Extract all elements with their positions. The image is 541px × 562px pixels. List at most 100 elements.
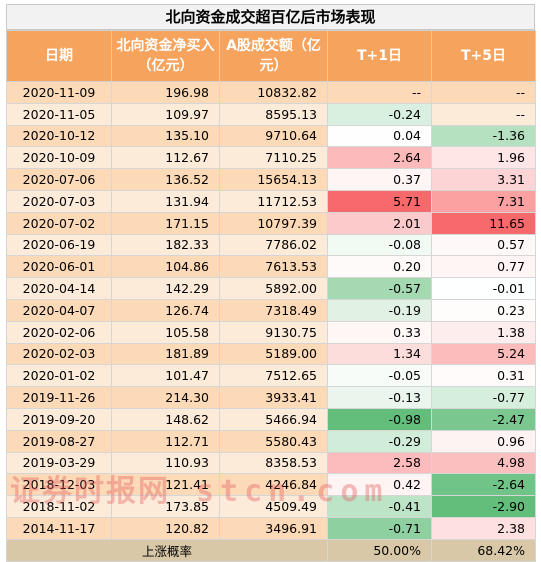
table-row: 2014-11-17 120.82 3496.91 -0.71 2.38 (6, 516, 536, 540)
cell-t1: -0.41 (327, 495, 432, 518)
cell-north-net-buy: 131.94 (111, 189, 220, 213)
cell-north-net-buy: 101.47 (111, 364, 220, 388)
table-row: 2020-07-02 171.15 10797.39 2.01 11.65 (6, 211, 536, 235)
cell-north-net-buy: 196.98 (111, 81, 220, 104)
cell-north-net-buy: 148.62 (111, 407, 220, 431)
cell-date: 2020-02-06 (6, 320, 112, 344)
cell-t1: 2.64 (327, 146, 432, 170)
table-row: 2020-10-12 135.10 9710.64 0.04 -1.36 (6, 124, 536, 148)
cell-north-net-buy: 120.82 (111, 516, 220, 540)
cell-t1: -0.19 (327, 298, 432, 322)
header-date: 日期 (6, 30, 112, 82)
cell-t1: -0.24 (327, 102, 432, 126)
cell-t1: -0.71 (327, 516, 432, 540)
cell-t5: 0.23 (431, 298, 536, 322)
cell-t5: 1.96 (431, 146, 536, 170)
cell-t5: -0.01 (431, 277, 536, 300)
header-t5: T+5日 (431, 30, 536, 82)
table-row: 2020-04-14 142.29 5892.00 -0.57 -0.01 (6, 277, 536, 300)
cell-t5: -2.90 (431, 495, 536, 518)
cell-t5: -- (431, 81, 536, 104)
cell-t1: 0.33 (327, 320, 432, 344)
cell-t5: -0.77 (431, 386, 536, 409)
cell-t1: 0.04 (327, 124, 432, 148)
table-container: 北向资金成交超百亿后市场表现 日期 北向资金净买入（亿元） A股成交额（亿元） … (6, 4, 536, 562)
cell-t5: 0.96 (431, 429, 536, 453)
table-row: 2018-11-02 173.85 4509.49 -0.41 -2.90 (6, 495, 536, 518)
cell-north-net-buy: 136.52 (111, 168, 220, 191)
table-row: 2020-07-03 131.94 11712.53 5.71 7.31 (6, 189, 536, 213)
table-row: 2018-12-03 121.41 4246.84 0.42 -2.64 (6, 473, 536, 497)
cell-a-share-turnover: 8358.53 (219, 451, 328, 475)
cell-north-net-buy: 182.33 (111, 233, 220, 257)
table-title: 北向资金成交超百亿后市场表现 (6, 4, 535, 30)
table-row: 2019-08-27 112.71 5580.43 -0.29 0.96 (6, 429, 536, 453)
cell-date: 2020-06-19 (6, 233, 112, 257)
cell-a-share-turnover: 8595.13 (219, 102, 328, 126)
cell-t1: 2.58 (327, 451, 432, 475)
cell-t1: 2.01 (327, 211, 432, 235)
cell-north-net-buy: 171.15 (111, 211, 220, 235)
cell-t5: 4.98 (431, 451, 536, 475)
cell-t5: 1.38 (431, 320, 536, 344)
cell-a-share-turnover: 7110.25 (219, 146, 328, 170)
table-row: 2020-07-06 136.52 15654.13 0.37 3.31 (6, 168, 536, 191)
header-north-net-buy: 北向资金净买入（亿元） (111, 30, 220, 82)
cell-date: 2020-10-12 (6, 124, 112, 148)
cell-t5: 0.57 (431, 233, 536, 257)
cell-north-net-buy: 105.58 (111, 320, 220, 344)
cell-north-net-buy: 142.29 (111, 277, 220, 300)
cell-a-share-turnover: 5580.43 (219, 429, 328, 453)
cell-north-net-buy: 104.86 (111, 255, 220, 279)
cell-t5: 7.31 (431, 189, 536, 213)
cell-t1: 0.20 (327, 255, 432, 279)
cell-t1: -0.13 (327, 386, 432, 409)
table-row: 2020-01-02 101.47 7512.65 -0.05 0.31 (6, 364, 536, 388)
table-row: 2020-06-19 182.33 7786.02 -0.08 0.57 (6, 233, 536, 257)
table-row: 2020-02-03 181.89 5189.00 1.34 5.24 (6, 342, 536, 366)
table-row: 2019-03-29 110.93 8358.53 2.58 4.98 (6, 451, 536, 475)
cell-t5: -2.64 (431, 473, 536, 497)
cell-t5: -2.47 (431, 407, 536, 431)
cell-a-share-turnover: 10797.39 (219, 211, 328, 235)
cell-date: 2014-11-17 (6, 516, 112, 540)
cell-a-share-turnover: 4509.49 (219, 495, 328, 518)
cell-t1: -0.98 (327, 407, 432, 431)
data-table: 日期 北向资金净买入（亿元） A股成交额（亿元） T+1日 T+5日 2020-… (6, 30, 536, 562)
cell-a-share-turnover: 3496.91 (219, 516, 328, 540)
cell-north-net-buy: 121.41 (111, 473, 220, 497)
table-row: 2019-11-26 214.30 3933.41 -0.13 -0.77 (6, 386, 536, 409)
cell-t5: 11.65 (431, 211, 536, 235)
cell-north-net-buy: 126.74 (111, 298, 220, 322)
cell-a-share-turnover: 7512.65 (219, 364, 328, 388)
cell-north-net-buy: 110.93 (111, 451, 220, 475)
table-body: 2020-11-09 196.98 10832.82 -- -- 2020-11-05 10… (6, 81, 536, 540)
cell-date: 2020-04-14 (6, 277, 112, 300)
table-row: 2020-04-07 126.74 7318.49 -0.19 0.23 (6, 298, 536, 322)
cell-date: 2018-11-02 (6, 495, 112, 518)
cell-date: 2020-11-05 (6, 102, 112, 126)
cell-a-share-turnover: 7786.02 (219, 233, 328, 257)
cell-a-share-turnover: 7318.49 (219, 298, 328, 322)
cell-a-share-turnover: 5189.00 (219, 342, 328, 366)
cell-date: 2020-04-07 (6, 298, 112, 322)
cell-date: 2020-10-09 (6, 146, 112, 170)
cell-t5: -- (431, 102, 536, 126)
cell-t1: 1.34 (327, 342, 432, 366)
cell-date: 2020-11-09 (6, 81, 112, 104)
cell-date: 2019-03-29 (6, 451, 112, 475)
cell-date: 2019-08-27 (6, 429, 112, 453)
cell-a-share-turnover: 9130.75 (219, 320, 328, 344)
cell-date: 2020-06-01 (6, 255, 112, 279)
cell-t1: 5.71 (327, 189, 432, 213)
cell-date: 2018-12-03 (6, 473, 112, 497)
cell-date: 2019-09-20 (6, 407, 112, 431)
header-t1: T+1日 (327, 30, 432, 82)
cell-north-net-buy: 135.10 (111, 124, 220, 148)
cell-a-share-turnover: 9710.64 (219, 124, 328, 148)
cell-north-net-buy: 112.67 (111, 146, 220, 170)
cell-north-net-buy: 173.85 (111, 495, 220, 518)
table-row: 2020-10-09 112.67 7110.25 2.64 1.96 (6, 146, 536, 170)
cell-t1: -- (327, 81, 432, 104)
cell-north-net-buy: 112.71 (111, 429, 220, 453)
